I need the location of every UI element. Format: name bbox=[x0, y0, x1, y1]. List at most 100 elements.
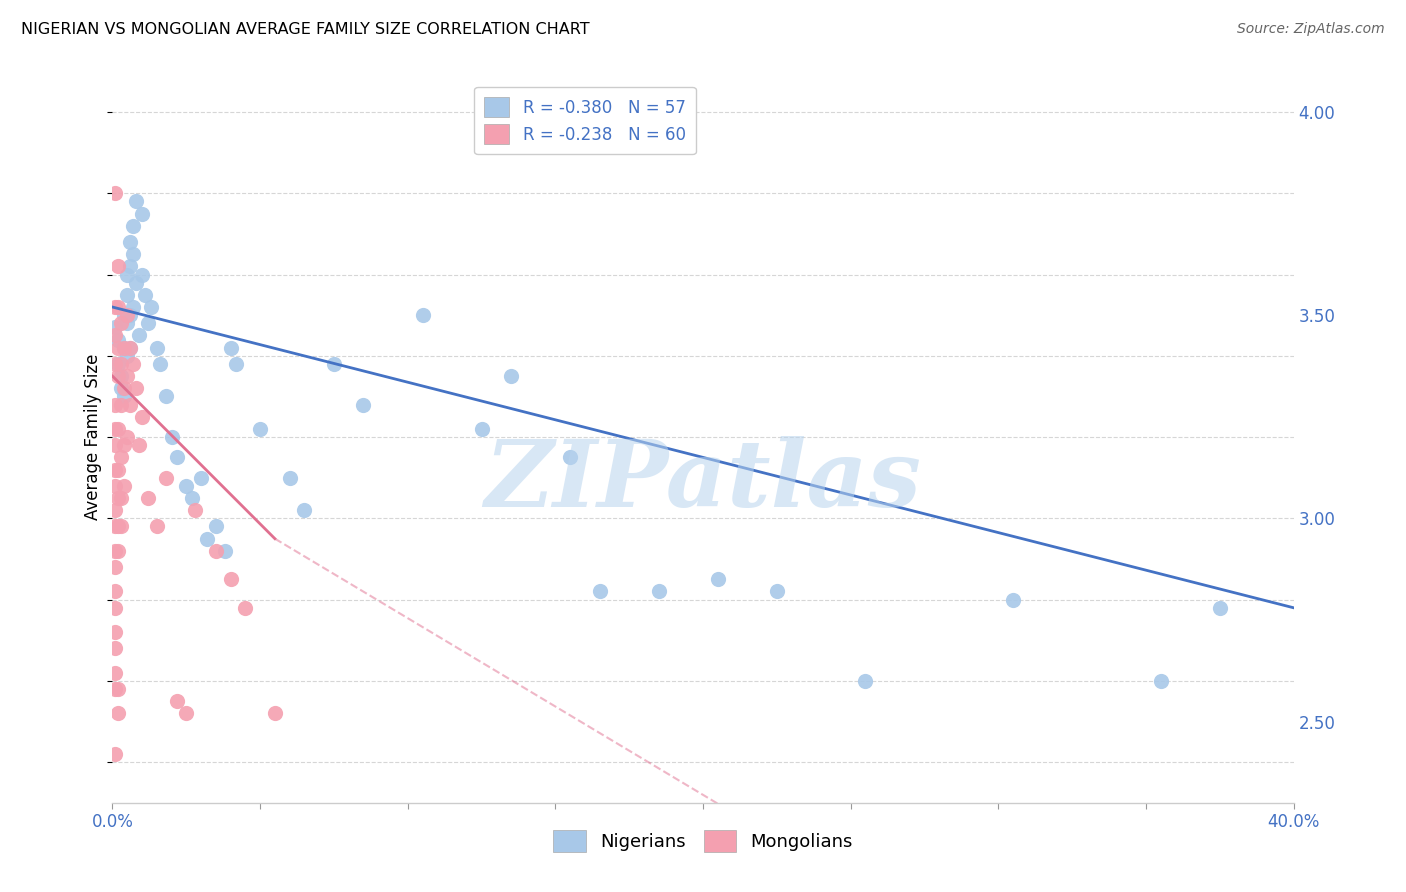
Point bbox=[104, 584, 127, 599]
Point bbox=[104, 186, 127, 201]
Point bbox=[181, 491, 204, 505]
Point bbox=[104, 479, 127, 493]
Point bbox=[136, 316, 159, 330]
Point bbox=[117, 369, 138, 384]
Point bbox=[107, 462, 129, 476]
Point bbox=[112, 341, 135, 355]
Point bbox=[104, 560, 127, 574]
Point bbox=[1001, 592, 1024, 607]
Point bbox=[125, 276, 148, 290]
Point bbox=[110, 369, 132, 384]
Point bbox=[107, 681, 129, 696]
Text: NIGERIAN VS MONGOLIAN AVERAGE FAMILY SIZE CORRELATION CHART: NIGERIAN VS MONGOLIAN AVERAGE FAMILY SIZ… bbox=[21, 22, 589, 37]
Point bbox=[107, 300, 129, 314]
Point bbox=[190, 471, 212, 485]
Point bbox=[104, 600, 127, 615]
Point bbox=[195, 532, 218, 546]
Point bbox=[278, 471, 301, 485]
Point bbox=[411, 308, 433, 322]
Point bbox=[104, 328, 127, 343]
Point bbox=[131, 268, 153, 282]
Point bbox=[104, 422, 127, 436]
Point bbox=[205, 519, 228, 533]
Point bbox=[112, 341, 135, 355]
Point bbox=[107, 357, 129, 371]
Point bbox=[112, 389, 135, 403]
Point bbox=[110, 519, 132, 533]
Point bbox=[125, 381, 148, 395]
Point bbox=[131, 409, 153, 424]
Point bbox=[501, 369, 523, 384]
Point bbox=[107, 544, 129, 558]
Point bbox=[117, 268, 138, 282]
Point bbox=[155, 389, 177, 403]
Point bbox=[107, 341, 129, 355]
Point bbox=[104, 438, 127, 452]
Point bbox=[104, 681, 127, 696]
Point bbox=[588, 584, 610, 599]
Point bbox=[647, 584, 671, 599]
Point bbox=[110, 450, 132, 465]
Text: ZIPatlas: ZIPatlas bbox=[485, 436, 921, 526]
Point bbox=[104, 503, 127, 517]
Point bbox=[104, 462, 127, 476]
Point bbox=[110, 357, 132, 371]
Point bbox=[120, 235, 142, 249]
Point bbox=[470, 422, 494, 436]
Point bbox=[205, 544, 228, 558]
Point bbox=[160, 430, 183, 444]
Point bbox=[104, 641, 127, 656]
Point bbox=[107, 369, 129, 384]
Point bbox=[104, 300, 127, 314]
Point bbox=[110, 316, 132, 330]
Point bbox=[136, 491, 159, 505]
Point bbox=[112, 438, 135, 452]
Point bbox=[110, 398, 132, 412]
Point bbox=[107, 422, 129, 436]
Point bbox=[292, 503, 315, 517]
Point bbox=[112, 308, 135, 322]
Point bbox=[122, 247, 145, 261]
Point bbox=[249, 422, 271, 436]
Point bbox=[117, 316, 138, 330]
Point bbox=[107, 491, 129, 505]
Point bbox=[1150, 673, 1173, 688]
Point bbox=[120, 341, 142, 355]
Text: Source: ZipAtlas.com: Source: ZipAtlas.com bbox=[1237, 22, 1385, 37]
Point bbox=[107, 519, 129, 533]
Point bbox=[110, 491, 132, 505]
Point bbox=[120, 260, 142, 274]
Point bbox=[120, 308, 142, 322]
Point bbox=[117, 288, 138, 302]
Point bbox=[766, 584, 789, 599]
Legend: Nigerians, Mongolians: Nigerians, Mongolians bbox=[546, 823, 860, 860]
Point bbox=[104, 519, 127, 533]
Point bbox=[117, 430, 138, 444]
Point bbox=[120, 341, 142, 355]
Point bbox=[104, 544, 127, 558]
Point bbox=[149, 357, 172, 371]
Point bbox=[104, 357, 127, 371]
Point bbox=[146, 519, 169, 533]
Point bbox=[225, 357, 247, 371]
Point bbox=[219, 341, 242, 355]
Point bbox=[855, 673, 877, 688]
Point bbox=[128, 328, 150, 343]
Point bbox=[122, 357, 145, 371]
Point bbox=[128, 438, 150, 452]
Point bbox=[166, 450, 188, 465]
Point bbox=[117, 308, 138, 322]
Point bbox=[131, 206, 153, 220]
Point bbox=[122, 300, 145, 314]
Point bbox=[323, 357, 346, 371]
Point bbox=[706, 572, 728, 586]
Point bbox=[134, 288, 156, 302]
Point bbox=[233, 600, 256, 615]
Point bbox=[139, 300, 162, 314]
Point bbox=[1208, 600, 1232, 615]
Point bbox=[155, 471, 177, 485]
Point bbox=[214, 544, 236, 558]
Point bbox=[120, 398, 142, 412]
Point bbox=[104, 747, 127, 761]
Point bbox=[174, 479, 197, 493]
